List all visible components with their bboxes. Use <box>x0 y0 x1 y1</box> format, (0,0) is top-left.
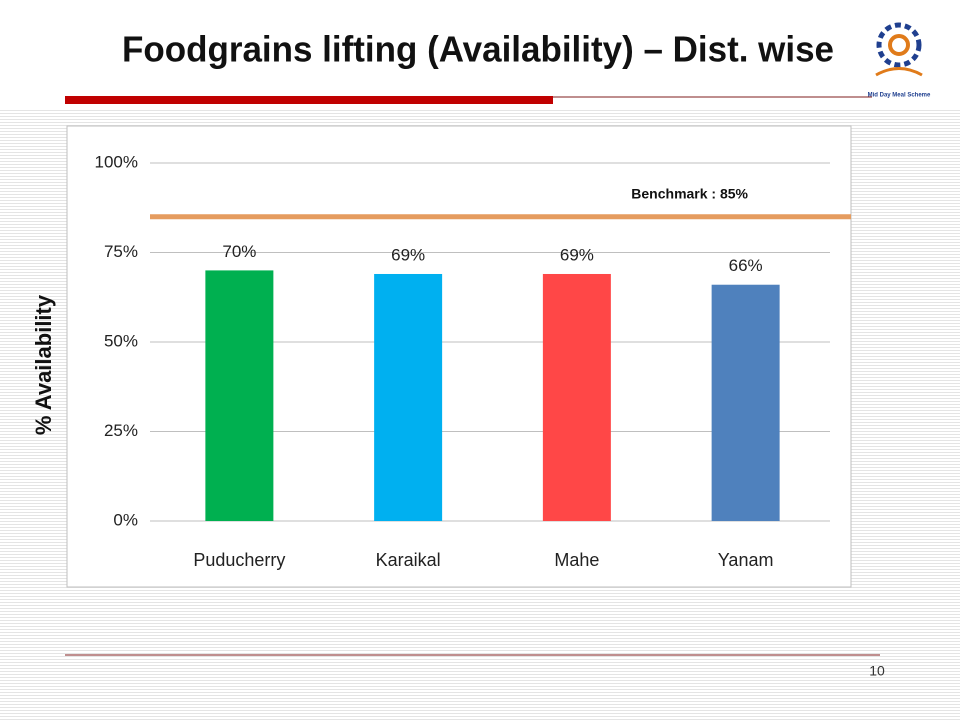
bar <box>205 270 274 521</box>
y-tick-label: 75% <box>104 242 138 261</box>
data-label: 66% <box>729 256 763 275</box>
y-tick-label: 100% <box>95 152 138 171</box>
data-label: 69% <box>391 245 425 264</box>
logo: Mid Day Meal Scheme <box>868 22 931 99</box>
bar <box>374 273 443 521</box>
x-tick-label: Karaikal <box>376 550 441 570</box>
slide-number: 10 <box>869 663 885 679</box>
y-tick-label: 50% <box>104 331 138 350</box>
y-tick-label: 25% <box>104 421 138 440</box>
x-tick-label: Yanam <box>718 550 774 570</box>
benchmark-label: Benchmark : 85% <box>631 185 748 201</box>
bar <box>711 284 780 521</box>
logo-caption: Mid Day Meal Scheme <box>868 93 931 99</box>
x-tick-label: Mahe <box>554 550 599 570</box>
data-label: 70% <box>222 242 256 261</box>
bar <box>542 273 611 521</box>
title-area <box>0 0 960 110</box>
data-label: 69% <box>560 245 594 264</box>
y-axis-label: % Availability <box>31 294 56 435</box>
x-tick-label: Puducherry <box>193 550 285 570</box>
title-underline <box>65 96 553 104</box>
slide-title: Foodgrains lifting (Availability) – Dist… <box>122 29 834 70</box>
y-tick-label: 0% <box>113 510 138 529</box>
